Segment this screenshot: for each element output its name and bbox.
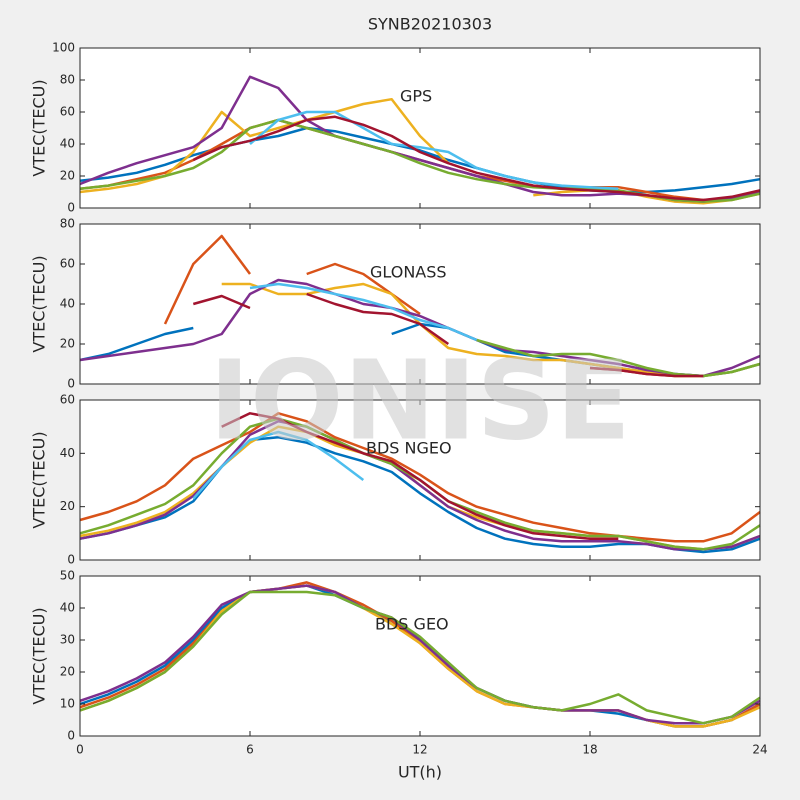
vtec-line xyxy=(249,110,619,191)
x-tick-label: 18 xyxy=(582,743,597,757)
vtec-line xyxy=(476,338,761,378)
y-axis-label: VTEC(TECU) xyxy=(30,607,49,704)
y-tick-label: 0 xyxy=(67,553,75,567)
panel-annotation: BDS GEO xyxy=(375,615,449,634)
y-tick-label: 0 xyxy=(67,729,75,743)
vtec-line xyxy=(221,412,619,540)
x-axis-label: UT(h) xyxy=(398,763,442,782)
y-tick-label: 0 xyxy=(67,377,75,391)
vtec-line xyxy=(79,278,761,378)
vtec-line xyxy=(79,584,761,725)
y-tick-label: 0 xyxy=(67,201,75,215)
y-tick-label: 80 xyxy=(60,217,75,231)
vtec-line xyxy=(79,590,761,725)
vtec-line xyxy=(249,282,478,342)
x-tick-label: 24 xyxy=(752,743,767,757)
watermark: IONISE xyxy=(209,336,631,464)
y-tick-label: 20 xyxy=(60,499,75,513)
vtec-line xyxy=(192,430,365,500)
figure-title: SYNB20210303 xyxy=(368,15,492,34)
x-tick-label: 12 xyxy=(412,743,427,757)
y-axis-label: VTEC(TECU) xyxy=(30,431,49,528)
x-tick-label: 0 xyxy=(76,743,84,757)
y-tick-label: 20 xyxy=(60,169,75,183)
y-tick-label: 40 xyxy=(60,297,75,311)
y-tick-label: 20 xyxy=(60,337,75,351)
y-tick-label: 50 xyxy=(60,569,75,583)
y-axis-label: VTEC(TECU) xyxy=(30,255,49,352)
vtec-line xyxy=(192,115,761,202)
vtec-line xyxy=(192,292,704,378)
y-tick-label: 30 xyxy=(60,633,75,647)
vtec-line xyxy=(79,412,761,543)
y-tick-label: 60 xyxy=(60,257,75,271)
x-tick-label: 6 xyxy=(246,743,254,757)
y-tick-label: 40 xyxy=(60,446,75,460)
y-tick-label: 40 xyxy=(60,601,75,615)
panel-annotation: GPS xyxy=(400,87,432,106)
panel-annotation: BDS NGEO xyxy=(366,439,452,458)
y-tick-label: 40 xyxy=(60,137,75,151)
y-tick-label: 60 xyxy=(60,393,75,407)
y-tick-label: 100 xyxy=(52,41,75,55)
plot-area xyxy=(80,48,760,208)
y-axis-label: VTEC(TECU) xyxy=(30,79,49,176)
vtec-line xyxy=(79,420,761,551)
y-tick-label: 60 xyxy=(60,105,75,119)
panel-annotation: GLONASS xyxy=(370,263,447,282)
y-tick-label: 80 xyxy=(60,73,75,87)
y-tick-label: 10 xyxy=(60,697,75,711)
y-tick-label: 20 xyxy=(60,665,75,679)
